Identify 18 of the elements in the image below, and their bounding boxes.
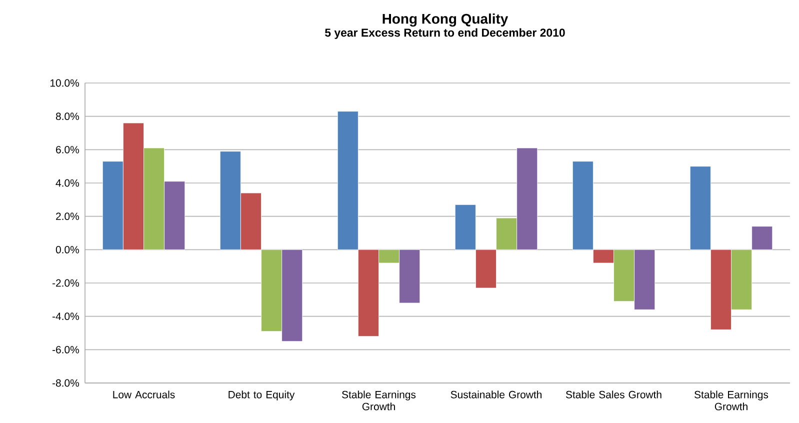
x-tick-label: Debt to Equity (228, 390, 295, 400)
y-tick-label: 6.0% (56, 146, 79, 154)
y-tick-label: -6.0% (52, 346, 79, 354)
chart-subtitle: 5 year Excess Return to end December 2010 (325, 28, 565, 39)
y-tick-label: -8.0% (52, 379, 79, 387)
x-tick-label: Sustainable Growth (450, 390, 542, 398)
x-tick-label: Stable Sales Growth (566, 390, 662, 398)
x-tick-label: Stable Earnings Growth (694, 390, 768, 410)
y-tick-label: -2.0% (52, 279, 79, 287)
x-tick-label: Low Accruals (113, 390, 175, 398)
y-tick-label: 4.0% (56, 179, 79, 187)
x-tick-label: Stable Earnings Growth (342, 390, 416, 410)
y-tick-label: -4.0% (52, 312, 79, 320)
y-tick-label: 8.0% (56, 112, 79, 120)
y-tick-label: 0.0% (56, 246, 79, 254)
chart-title: Hong Kong Quality (382, 14, 508, 27)
y-tick-label: 10.0% (50, 79, 79, 87)
y-tick-label: 2.0% (56, 212, 79, 220)
